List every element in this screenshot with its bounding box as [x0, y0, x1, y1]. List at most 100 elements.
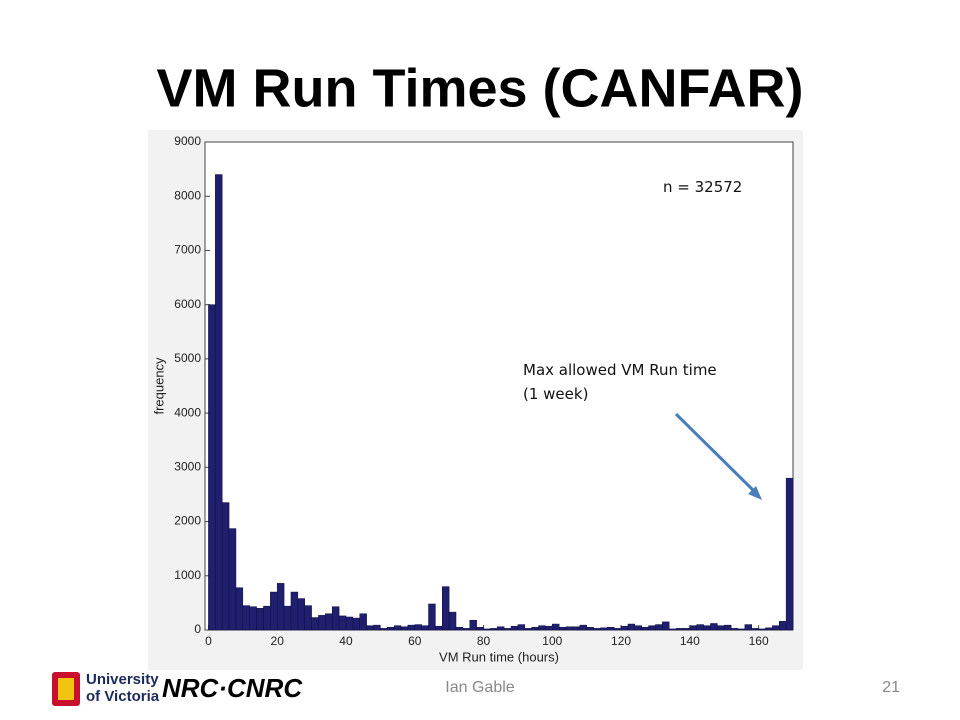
bar: [655, 624, 663, 631]
x-tick-label: 100: [542, 634, 562, 648]
bar: [607, 627, 615, 631]
bar: [455, 627, 464, 631]
bar: [448, 611, 457, 631]
bar: [565, 626, 574, 631]
bar: [256, 608, 264, 631]
bar: [359, 613, 367, 631]
bar: [435, 625, 443, 631]
arrow-head: [748, 486, 762, 500]
bar: [668, 628, 677, 631]
y-tick-label: 1000: [174, 568, 201, 582]
y-axis-label: frequency: [151, 357, 166, 415]
bar: [538, 625, 546, 631]
bar: [386, 627, 395, 631]
bar: [552, 623, 560, 631]
bar: [765, 627, 773, 631]
arrow: [674, 412, 758, 495]
bar: [593, 628, 601, 631]
annotation: n = 32572: [663, 178, 743, 196]
bar: [627, 623, 636, 631]
bar: [373, 624, 381, 631]
bar: [469, 619, 477, 631]
bar: [421, 625, 429, 631]
x-tick-label: 20: [271, 634, 285, 648]
bar: [345, 616, 354, 631]
bar: [758, 628, 766, 631]
bar: [428, 603, 436, 631]
bar: [641, 627, 649, 631]
bar: [737, 628, 746, 631]
bar: [689, 625, 697, 631]
bar: [393, 625, 402, 631]
bar: [717, 625, 725, 631]
bar: [723, 624, 732, 631]
bar: [572, 626, 581, 631]
x-axis-label: VM Run time (hours): [439, 649, 559, 664]
bar: [613, 628, 622, 631]
y-tick-label: 4000: [174, 405, 201, 419]
bar: [290, 591, 299, 631]
bar: [249, 606, 257, 631]
bar: [772, 625, 780, 631]
bar: [338, 615, 347, 631]
bar: [503, 628, 512, 631]
bar: [586, 627, 594, 631]
bar: [620, 625, 629, 631]
x-tick-label: 40: [339, 634, 353, 648]
bar: [483, 628, 491, 631]
bar: [524, 628, 532, 631]
bar: [490, 628, 498, 631]
bar: [648, 625, 656, 631]
bar: [228, 528, 237, 631]
bar: [662, 621, 670, 631]
presenter: Ian Gable: [445, 679, 514, 696]
slide-title: VM Run Times (CANFAR): [156, 58, 803, 118]
y-tick-label: 6000: [174, 297, 201, 311]
bar: [510, 625, 519, 631]
bar: [634, 625, 642, 631]
bar: [778, 621, 787, 631]
bar: [682, 628, 691, 631]
annotation: Max allowed VM Run time (1 week): [523, 361, 717, 403]
bar: [579, 624, 587, 631]
x-tick-label: 0: [205, 634, 212, 648]
y-tick-label: 9000: [174, 134, 201, 148]
y-tick-label: 8000: [174, 188, 201, 202]
bar: [407, 624, 416, 631]
plot: 0 1000 2000 3000 4000 5000 6000 7000 8000 9000 0 20…: [151, 134, 794, 664]
bar: [263, 605, 271, 631]
bar: [751, 628, 759, 631]
bar: [517, 624, 526, 631]
x-tick-label: 140: [680, 634, 700, 648]
bar: [703, 625, 711, 631]
bar: [318, 615, 326, 631]
bar: [297, 598, 305, 631]
bar: [283, 605, 292, 631]
bar: [208, 304, 216, 631]
bar: [221, 502, 230, 631]
y-tick-label: 5000: [174, 351, 201, 365]
bar: [366, 625, 374, 631]
bar: [531, 627, 539, 631]
y-tick-label: 2000: [174, 514, 201, 528]
bar: [545, 625, 553, 631]
plot-frame: [204, 141, 794, 631]
bar: [442, 586, 450, 631]
uvic-logo-text: of Victoria: [86, 688, 160, 705]
bar: [785, 477, 794, 631]
nrc-logo: NRC·CNRC: [162, 673, 303, 703]
uvic-crest-inner: [58, 678, 74, 700]
y-tick-label: 7000: [174, 243, 201, 257]
bar: [558, 627, 567, 631]
bar: [235, 587, 244, 631]
bar: [400, 626, 409, 631]
bar: [331, 606, 340, 631]
bar: [414, 624, 422, 631]
bar: [462, 628, 471, 631]
x-tick-label: 60: [408, 634, 422, 648]
x-tick-label: 160: [749, 634, 769, 648]
bar: [600, 627, 608, 631]
bar: [675, 628, 684, 631]
